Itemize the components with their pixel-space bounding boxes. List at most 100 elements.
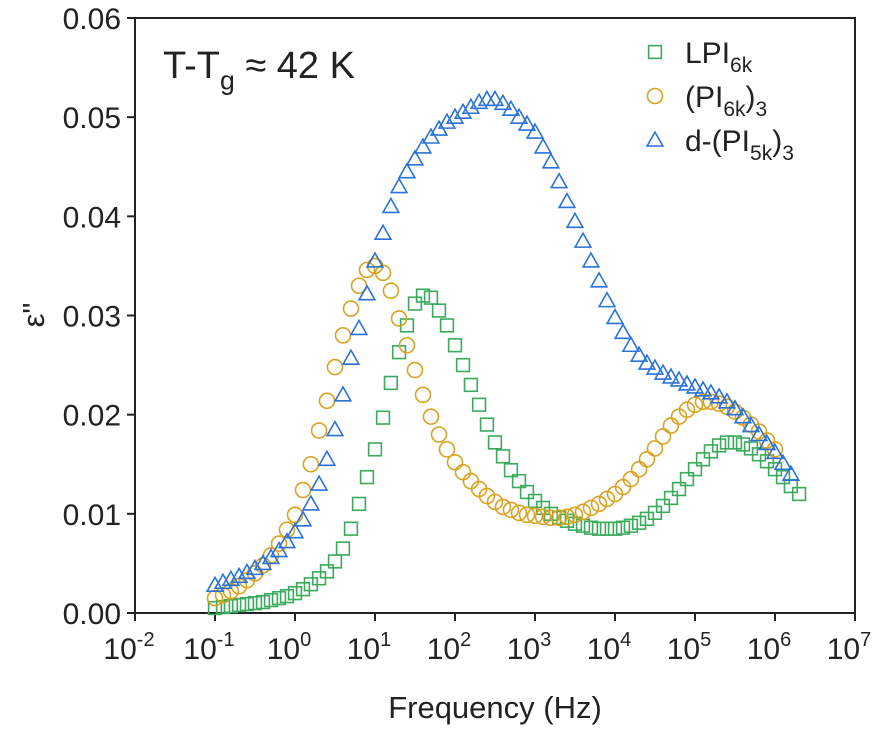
data-point [493, 93, 513, 111]
data-point [462, 472, 480, 490]
data-point [663, 490, 679, 506]
text-part: 3 [756, 98, 768, 121]
y-tick-label: 0.01 [63, 499, 121, 532]
data-point [710, 395, 728, 413]
legend-marker [646, 87, 664, 105]
data-point [591, 521, 607, 536]
data-point [358, 261, 376, 279]
y-tick-label: 0.02 [63, 400, 121, 433]
data-point [397, 162, 417, 179]
data-point [495, 449, 511, 464]
data-point [229, 566, 249, 584]
tick-exponent: -2 [137, 629, 155, 651]
data-point [309, 474, 329, 491]
data-point [791, 486, 807, 502]
data-point [301, 494, 321, 511]
data-point [583, 520, 599, 535]
data-point [254, 557, 272, 574]
data-point [269, 541, 289, 558]
data-point [342, 300, 360, 317]
data-point [302, 455, 320, 473]
data-point [343, 521, 359, 536]
data-point [638, 450, 656, 468]
data-point [367, 442, 383, 457]
data-point [687, 462, 703, 477]
data-point [277, 532, 297, 549]
legend-label: LPI6k [685, 37, 753, 77]
data-point [207, 600, 223, 616]
data-point [333, 385, 353, 402]
text-part: T-T [163, 45, 220, 87]
data-point [471, 397, 487, 412]
text-part: ) [772, 125, 782, 158]
data-point [550, 509, 568, 527]
data-point [686, 396, 704, 414]
data-point [455, 357, 471, 373]
x-tick-label: 105 [667, 629, 712, 666]
data-point [623, 518, 639, 533]
legend-marker [645, 130, 665, 147]
data-point [255, 594, 271, 610]
data-point [389, 177, 409, 194]
text-part: 6k [730, 54, 753, 77]
data-point [566, 506, 584, 524]
tick-exponent: 5 [700, 629, 711, 651]
data-point [621, 335, 641, 353]
data-point [407, 296, 423, 311]
tick-exponent: 6 [780, 629, 791, 651]
data-point [709, 387, 729, 404]
data-point [406, 361, 424, 379]
data-point [725, 399, 745, 416]
data-point [286, 506, 304, 524]
data-point [510, 504, 528, 522]
data-point [509, 107, 529, 124]
data-point [631, 515, 647, 530]
data-point [542, 509, 560, 527]
text-part: 5k [750, 142, 773, 165]
data-point [359, 469, 375, 485]
y-tick-label: 0.00 [63, 598, 121, 631]
data-point [711, 438, 727, 453]
tick-exponent: 1 [380, 629, 391, 651]
data-point [598, 490, 616, 508]
data-point [701, 383, 721, 400]
data-point [239, 596, 255, 612]
data-point [671, 481, 687, 497]
data-point [461, 97, 481, 115]
data-point [463, 377, 479, 393]
data-point [325, 420, 345, 437]
data-point [494, 498, 512, 516]
data-point [597, 291, 617, 308]
data-point [615, 520, 631, 535]
data-point [415, 288, 431, 303]
data-point [270, 535, 288, 552]
data-point [438, 441, 456, 458]
x-tick-label: 107 [827, 629, 872, 666]
tick-base: 10 [347, 633, 380, 666]
data-point [317, 449, 337, 467]
data-point [271, 590, 287, 606]
data-point [685, 377, 705, 394]
data-point [525, 122, 545, 139]
data-point [223, 598, 239, 614]
data-point [422, 408, 440, 425]
data-point [518, 506, 536, 524]
data-point [215, 599, 231, 615]
data-point [294, 481, 312, 499]
data-point [646, 440, 664, 457]
data-point [334, 327, 352, 344]
data-point [526, 507, 544, 525]
data-point [365, 251, 385, 268]
data-point [661, 367, 681, 384]
x-tick-label: 10-1 [183, 629, 234, 666]
data-point [565, 211, 585, 229]
data-point [549, 172, 569, 189]
data-point [231, 597, 247, 613]
data-point [373, 223, 393, 240]
data-point [253, 553, 273, 571]
y-tick-label: 0.03 [63, 301, 121, 334]
data-point [605, 307, 625, 325]
tick-base: 10 [267, 633, 300, 666]
tick-base: 10 [507, 633, 540, 666]
